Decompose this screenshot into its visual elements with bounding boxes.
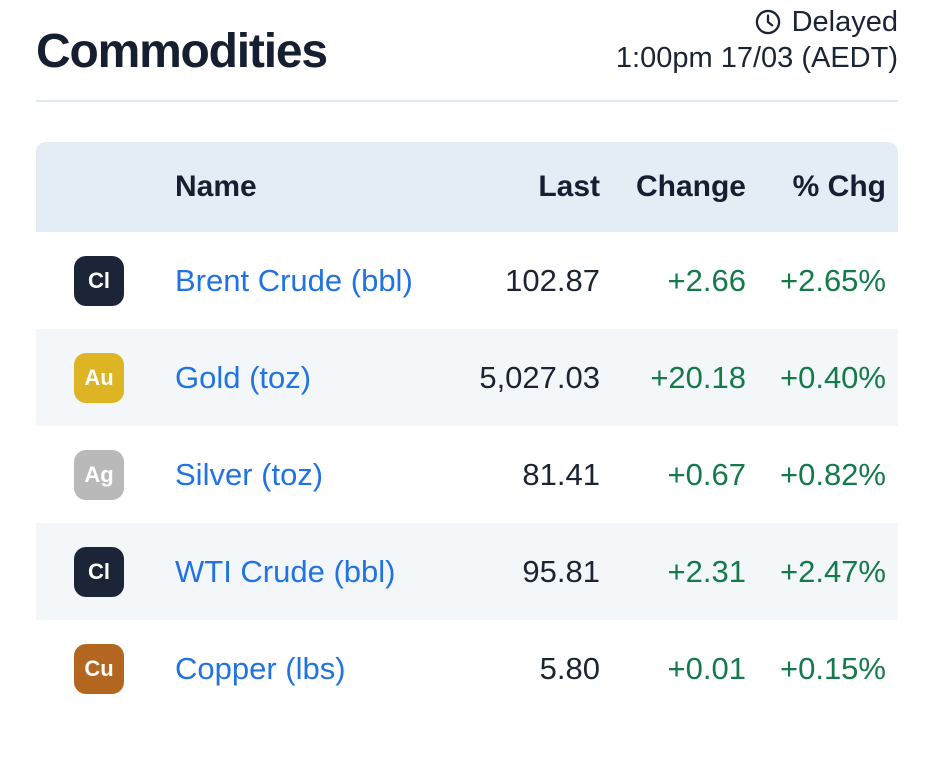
table-row: Ag Silver (toz) 81.41 +0.67 +0.82%	[36, 426, 898, 523]
name-cell: Copper (lbs)	[160, 651, 430, 687]
table-row: Au Gold (toz) 5,027.03 +20.18 +0.40%	[36, 329, 898, 426]
title-divider	[36, 100, 898, 102]
name-cell: Gold (toz)	[160, 360, 430, 396]
header-cell-name: Name	[175, 170, 257, 203]
pct-change-value: +2.65%	[779, 262, 886, 298]
delayed-status: Delayed 1:00pm 17/03 (AEDT)	[616, 4, 898, 76]
change-value: +0.67	[667, 456, 746, 492]
table-row: Cl WTI Crude (bbl) 95.81 +2.31 +2.47%	[36, 523, 898, 620]
change-value: +20.18	[650, 359, 746, 395]
table-body: Cl Brent Crude (bbl) 102.87 +2.66 +2.65%…	[36, 232, 898, 717]
symbol-badge: Cl	[74, 255, 124, 306]
table-row: Cu Copper (lbs) 5.80 +0.01 +0.15%	[36, 620, 898, 717]
page-title: Commodities	[36, 25, 328, 78]
last-value: 81.41	[522, 456, 600, 492]
top-bar: Commodities Delayed 1:00pm 17/03 (AEDT)	[36, 0, 898, 79]
last-value: 102.87	[505, 262, 600, 298]
header-cell-pct-chg: % Chg	[792, 170, 886, 203]
symbol-cell: Ag	[36, 449, 160, 500]
change-value: +2.31	[667, 553, 746, 589]
pct-change-value: +0.15%	[779, 650, 886, 686]
symbol-cell: Cl	[36, 255, 160, 306]
pct-change-value: +2.47%	[779, 553, 886, 589]
symbol-cell: Cu	[36, 643, 160, 694]
name-cell: WTI Crude (bbl)	[160, 554, 430, 590]
name-cell: Silver (toz)	[160, 457, 430, 493]
last-value: 5,027.03	[479, 359, 600, 395]
header-cell-last: Last	[538, 170, 600, 203]
symbol-badge: Cu	[74, 643, 124, 694]
delayed-label: Delayed	[791, 6, 898, 38]
commodity-link[interactable]: Gold (toz)	[175, 359, 312, 395]
commodity-link[interactable]: Silver (toz)	[175, 456, 324, 492]
commodities-widget: Commodities Delayed 1:00pm 17/03 (AEDT) …	[36, 0, 898, 717]
commodity-link[interactable]: WTI Crude (bbl)	[175, 553, 396, 589]
name-cell: Brent Crude (bbl)	[160, 263, 430, 299]
table-header-row: Name Last Change % Chg	[36, 142, 898, 232]
symbol-badge: Au	[74, 352, 124, 403]
symbol-badge: Cl	[74, 546, 124, 597]
symbol-cell: Au	[36, 352, 160, 403]
pct-change-value: +0.82%	[779, 456, 886, 492]
last-value: 95.81	[522, 553, 600, 589]
symbol-badge: Ag	[74, 449, 124, 500]
commodities-table: Name Last Change % Chg Cl Brent Crude (b…	[36, 142, 898, 717]
pct-change-value: +0.40%	[779, 359, 886, 395]
change-value: +0.01	[667, 650, 746, 686]
change-value: +2.66	[667, 262, 746, 298]
symbol-cell: Cl	[36, 546, 160, 597]
header-cell-change: Change	[635, 170, 746, 203]
commodity-link[interactable]: Copper (lbs)	[175, 650, 346, 686]
clock-icon	[755, 9, 780, 35]
last-value: 5.80	[539, 650, 600, 686]
table-row: Cl Brent Crude (bbl) 102.87 +2.66 +2.65%	[36, 232, 898, 329]
timestamp: 1:00pm 17/03 (AEDT)	[615, 42, 898, 74]
commodity-link[interactable]: Brent Crude (bbl)	[175, 262, 413, 298]
